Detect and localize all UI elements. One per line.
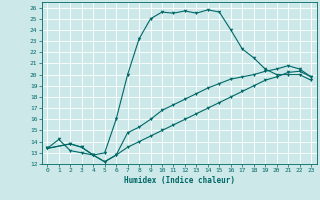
X-axis label: Humidex (Indice chaleur): Humidex (Indice chaleur): [124, 176, 235, 185]
